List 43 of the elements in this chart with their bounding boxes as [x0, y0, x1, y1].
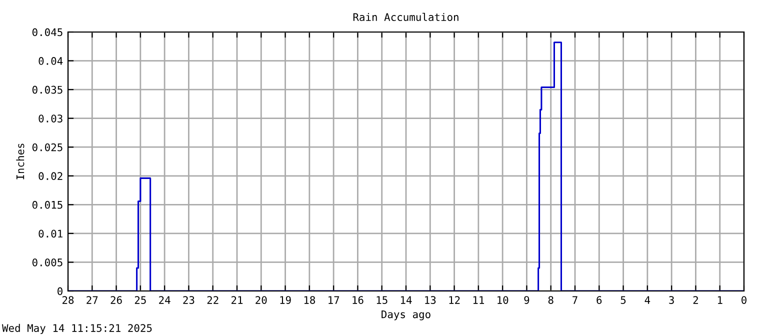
- x-tick-label: 4: [644, 296, 650, 304]
- x-tick-label: 20: [256, 296, 267, 304]
- y-tick-label: 0.045: [32, 28, 62, 36]
- x-tick-label: 26: [110, 296, 122, 304]
- y-tick-label: 0.03: [38, 114, 62, 122]
- y-tick-label: 0.04: [38, 57, 63, 65]
- x-tick-label: 10: [498, 296, 508, 304]
- y-tick-label: 0.025: [32, 143, 62, 152]
- x-tick-label: 19: [280, 296, 291, 304]
- x-tick-label: 1: [718, 296, 722, 304]
- x-tick-label: 7: [572, 296, 578, 304]
- x-tick-label: 23: [183, 296, 194, 304]
- x-tick-label: 17: [328, 296, 340, 304]
- x-tick-label: 12: [449, 296, 460, 304]
- chart-title: Rain Accumulation: [353, 12, 458, 22]
- y-tick-label: 0.005: [32, 258, 62, 266]
- y-tick-label: 0: [58, 287, 62, 296]
- x-tick-label: 13: [425, 296, 436, 304]
- x-tick-label: 28: [62, 296, 74, 304]
- x-tick-label: 5: [620, 296, 626, 304]
- x-tick-label: 18: [304, 296, 316, 304]
- x-tick-label: 15: [376, 296, 388, 304]
- x-tick-label: 6: [596, 296, 602, 304]
- x-tick-label: 3: [669, 296, 674, 304]
- x-tick-label: 9: [524, 296, 530, 304]
- text: Wed May 14 11:15:21 2025: [2, 324, 152, 334]
- x-tick-label: 0: [742, 296, 746, 304]
- x-tick-label: 25: [134, 296, 146, 304]
- x-tick-label: 22: [207, 296, 218, 304]
- x-tick-label: 8: [548, 296, 554, 304]
- y-tick-label: 0.02: [38, 172, 62, 180]
- y-tick-label: 0.015: [32, 200, 62, 209]
- y-axis-title: Inches: [16, 144, 24, 180]
- x-axis-title: Days ago: [382, 310, 430, 320]
- x-tick-label: 27: [86, 296, 98, 304]
- x-tick-label: 16: [352, 296, 364, 304]
- x-tick-label: 2: [693, 296, 698, 304]
- x-tick-label: 11: [473, 296, 484, 304]
- y-tick-label: 0.01: [38, 230, 62, 238]
- y-tick-label: 0.035: [32, 86, 62, 94]
- x-tick-label: 21: [232, 296, 243, 304]
- x-tick-label: 24: [159, 296, 170, 304]
- x-tick-label: 14: [400, 296, 412, 304]
